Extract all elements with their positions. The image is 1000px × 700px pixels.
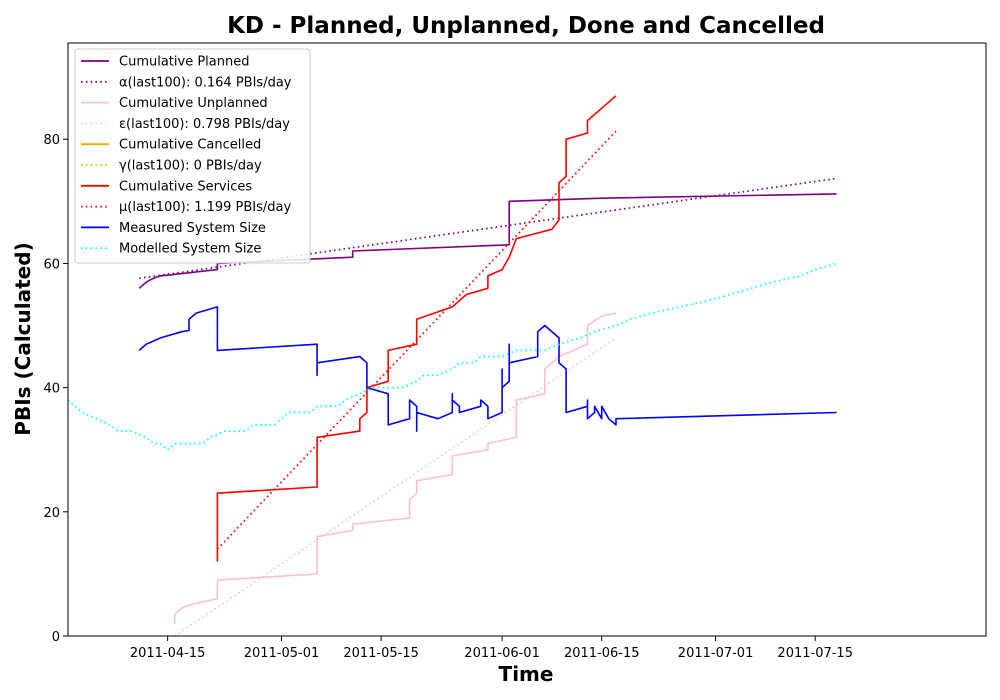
series-line-1 bbox=[139, 177, 837, 280]
x-tick-label-0: 2011-04-15 bbox=[130, 646, 206, 661]
series-line-9 bbox=[67, 262, 837, 451]
y-tick-label-2: 40 bbox=[43, 382, 60, 397]
series-line-3 bbox=[174, 337, 617, 637]
legend-label-8: Measured System Size bbox=[119, 221, 266, 236]
x-tick-label-4: 2011-06-15 bbox=[564, 646, 640, 661]
y-tick-label-3: 60 bbox=[43, 257, 60, 272]
x-tick-label-3: 2011-06-01 bbox=[464, 646, 540, 661]
y-axis-label: PBIs (Calculated) bbox=[11, 242, 35, 435]
legend-label-1: α(last100): 0.164 PBIs/day bbox=[119, 75, 292, 90]
legend-label-0: Cumulative Planned bbox=[119, 55, 249, 70]
legend: Cumulative Planned α(last100): 0.164 PBIs… bbox=[74, 48, 311, 264]
y-tick-label-1: 20 bbox=[43, 506, 60, 521]
legend-label-5: γ(last100): 0 PBIs/day bbox=[119, 159, 262, 174]
y-axis: 0 20 40 60 80 bbox=[43, 133, 68, 645]
series-line-7 bbox=[216, 130, 617, 550]
x-tick-label-2: 2011-05-15 bbox=[343, 646, 419, 661]
legend-label-4: Cumulative Cancelled bbox=[119, 138, 261, 153]
x-axis-label: Time bbox=[499, 662, 554, 686]
legend-label-2: Cumulative Unplanned bbox=[119, 96, 268, 111]
y-tick-label-0: 0 bbox=[52, 630, 60, 645]
series-line-8 bbox=[138, 306, 837, 432]
series-line-2 bbox=[173, 312, 617, 624]
x-axis: 2011-04-15 2011-05-01 2011-05-15 2011-06-01… bbox=[130, 636, 853, 661]
legend-box bbox=[74, 48, 311, 264]
x-tick-label-1: 2011-05-01 bbox=[244, 646, 320, 661]
series-line-6 bbox=[216, 95, 617, 562]
x-tick-label-5: 2011-07-01 bbox=[678, 646, 754, 661]
y-tick-label-4: 80 bbox=[43, 133, 60, 148]
plot-area bbox=[67, 95, 837, 637]
legend-label-6: Cumulative Services bbox=[119, 179, 252, 194]
legend-label-9: Modelled System Size bbox=[119, 242, 261, 257]
chart-title: KD - Planned, Unplanned, Done and Cancel… bbox=[227, 13, 825, 39]
legend-label-3: ε(last100): 0.798 PBIs/day bbox=[119, 117, 290, 132]
x-tick-label-6: 2011-07-15 bbox=[777, 646, 853, 661]
plot-frame bbox=[67, 42, 987, 637]
legend-label-7: μ(last100): 1.199 PBIs/day bbox=[119, 200, 291, 215]
